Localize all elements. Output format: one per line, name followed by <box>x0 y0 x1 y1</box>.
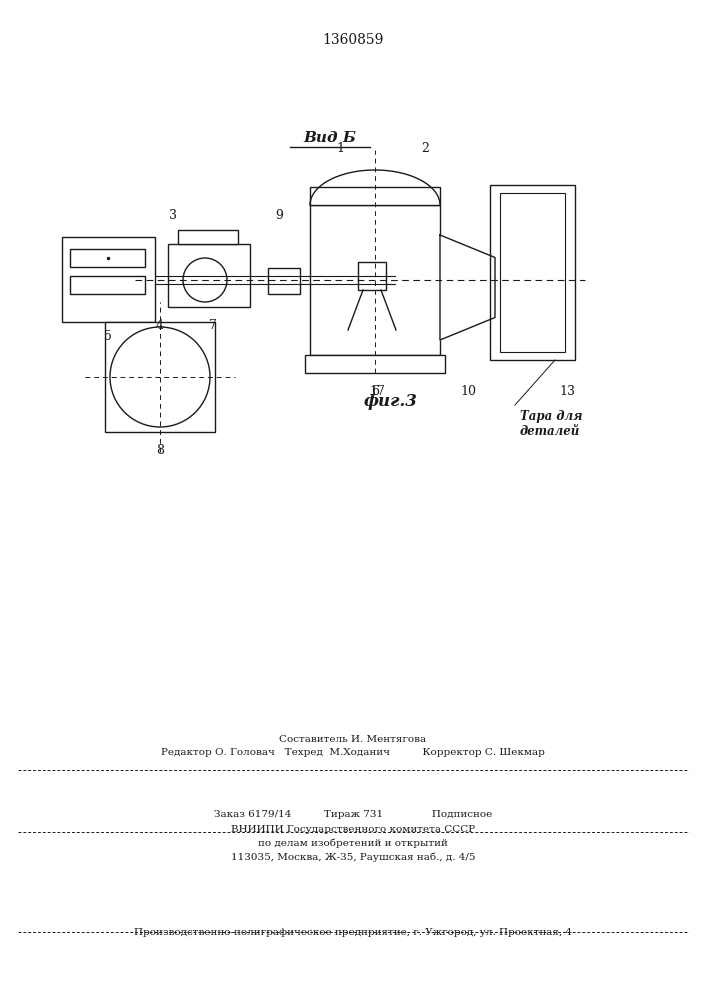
Text: 13: 13 <box>559 385 575 398</box>
Bar <box>310 205 440 355</box>
Text: 113035, Москва, Ж-35, Раушская наб., д. 4/5: 113035, Москва, Ж-35, Раушская наб., д. … <box>230 852 475 862</box>
Text: 5: 5 <box>104 330 112 343</box>
Text: 2: 2 <box>421 142 429 155</box>
Text: ВНИИПИ Государственного комитета СССР: ВНИИПИ Государственного комитета СССР <box>231 825 475 834</box>
Bar <box>358 262 386 290</box>
Bar <box>310 187 440 205</box>
Text: 7: 7 <box>209 319 217 332</box>
Text: 3: 3 <box>169 209 177 222</box>
Text: Тара для
деталей: Тара для деталей <box>520 410 583 438</box>
Bar <box>70 249 145 267</box>
Bar <box>105 322 215 432</box>
Polygon shape <box>440 235 495 340</box>
Text: 10: 10 <box>460 385 476 398</box>
Bar <box>62 237 155 322</box>
Text: 6: 6 <box>371 385 379 398</box>
Bar <box>500 193 565 352</box>
Text: Редактор О. Головач   Техред  М.Ходанич          Корректор С. Шекмар: Редактор О. Головач Техред М.Ходанич Кор… <box>161 748 545 757</box>
Text: 9: 9 <box>275 209 283 222</box>
Text: 4: 4 <box>156 319 164 332</box>
Bar <box>70 276 145 294</box>
Bar <box>268 268 300 294</box>
Text: 1360859: 1360859 <box>322 33 384 47</box>
Bar <box>305 355 445 373</box>
Bar <box>490 185 575 360</box>
Text: по делам изобретений и открытий: по делам изобретений и открытий <box>258 838 448 848</box>
Text: Вид Б: Вид Б <box>303 131 356 145</box>
Text: фиг.3: фиг.3 <box>363 393 417 410</box>
Text: 1: 1 <box>336 142 344 155</box>
Bar <box>168 244 250 307</box>
Text: 8: 8 <box>156 444 164 457</box>
Text: Производственно-полиграфическое предприятие, г. Ужгород, ул. Проектная, 4: Производственно-полиграфическое предприя… <box>134 928 572 937</box>
Text: 17: 17 <box>369 385 385 398</box>
Bar <box>178 230 238 244</box>
Text: Составитель И. Ментягова: Составитель И. Ментягова <box>279 735 426 744</box>
Text: Заказ 6179/14          Тираж 731               Подписное: Заказ 6179/14 Тираж 731 Подписное <box>214 810 492 819</box>
